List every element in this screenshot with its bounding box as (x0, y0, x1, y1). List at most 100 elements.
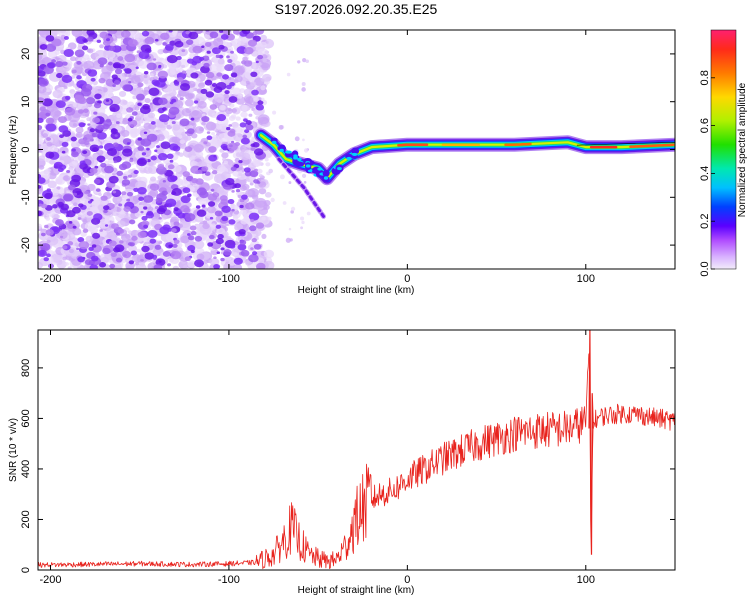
noise-blob (135, 262, 140, 266)
noise-blob (65, 95, 71, 100)
noise-blob (85, 235, 94, 243)
noise-blob (46, 253, 51, 258)
signal-blob-core (285, 150, 292, 154)
noise-blob (47, 62, 56, 69)
noise-blob (98, 77, 106, 84)
noise-blob (109, 103, 120, 112)
noise-blob (180, 195, 191, 204)
noise-blob (156, 30, 161, 35)
noise-blob (81, 45, 89, 51)
noise-blob (190, 230, 197, 236)
noise-blob (150, 121, 156, 125)
signal-blob-core (279, 148, 284, 152)
noise-blob (158, 97, 168, 105)
colorbar-tick-label: 0.8 (699, 70, 711, 85)
noise-blob (230, 166, 237, 172)
noise-blob (234, 75, 243, 83)
1-xtick-label: -200 (39, 574, 61, 586)
noise-blob (40, 243, 51, 251)
noise-blob (170, 251, 182, 260)
noise-blob (126, 191, 134, 197)
1-xtick-label: 100 (577, 574, 595, 586)
noise-blob (75, 126, 84, 134)
1-ytick-label: 600 (20, 409, 32, 427)
noise-blob (97, 204, 106, 211)
noise-blob (179, 83, 191, 91)
noise-blob (153, 264, 163, 269)
noise-blob (220, 34, 229, 40)
noise-blob (131, 111, 138, 116)
noise-blob (201, 204, 206, 208)
noise-blob (77, 256, 85, 263)
noise-blob (59, 134, 64, 139)
noise-blob (172, 124, 181, 131)
noise-blob (63, 36, 69, 40)
noise-blob (268, 168, 273, 174)
noise-blob (137, 137, 142, 141)
noise-blob (70, 136, 77, 142)
noise-blob (223, 93, 230, 99)
noise-blob (61, 150, 66, 154)
noise-blob (233, 263, 243, 269)
noise-blob (126, 107, 134, 113)
noise-blob (236, 46, 247, 54)
noise-blob (108, 175, 119, 184)
noise-blob (103, 49, 114, 59)
noise-blob (38, 65, 44, 73)
noise-blob (89, 128, 96, 133)
noise-blob (71, 174, 81, 183)
noise-blob (191, 177, 199, 184)
noise-blob (116, 198, 121, 202)
colorbar: 0.0 0.2 0.4 0.6 0.8 Normalized spectral ampl… (699, 29, 748, 277)
noise-blob (216, 114, 227, 122)
noise-blob (73, 202, 78, 207)
noise-blob (121, 179, 131, 186)
noise-blob (38, 85, 47, 94)
noise-blob (234, 183, 241, 189)
noise-blob (68, 184, 76, 191)
noise-blob (198, 82, 206, 89)
noise-blob (133, 169, 139, 175)
noise-blob (171, 228, 177, 233)
noise-blob (194, 126, 204, 134)
noise-blob (93, 111, 98, 115)
noise-blob (110, 223, 119, 230)
noise-blob (70, 56, 77, 62)
noise-blob (184, 213, 196, 222)
noise-blob (129, 219, 136, 225)
noise-blob (56, 186, 61, 190)
noise-blob (173, 207, 179, 212)
noise-blob (221, 74, 229, 80)
noise-blob (237, 171, 247, 180)
noise-blob (218, 44, 225, 50)
noise-blob (182, 171, 191, 177)
noise-blob (207, 193, 218, 201)
colorbar-tick-label: 0.6 (699, 118, 711, 133)
noise-blob (143, 74, 148, 79)
noise-blob (97, 57, 108, 65)
noise-blob (257, 54, 264, 60)
noise-blob (123, 206, 131, 212)
noise-blob (130, 250, 138, 256)
noise-blob (144, 80, 149, 84)
noise-blob (118, 90, 127, 97)
noise-blob (72, 123, 77, 127)
noise-blob (95, 188, 101, 192)
noise-blob (211, 47, 221, 55)
noise-blob (154, 244, 162, 250)
noise-blob (184, 146, 193, 153)
noise-blob (301, 220, 305, 225)
noise-blob (220, 198, 229, 205)
noise-blob (82, 228, 89, 233)
noise-blob (239, 209, 247, 215)
noise-blob (220, 257, 225, 262)
noise-blob (185, 93, 194, 100)
noise-blob (87, 69, 98, 77)
noise-blob (173, 221, 180, 227)
noise-blob (288, 181, 292, 185)
noise-blob (174, 40, 184, 48)
noise-blob (66, 170, 71, 174)
noise-blob (279, 174, 285, 180)
noise-blob (140, 44, 152, 53)
noise-blob (206, 205, 216, 214)
